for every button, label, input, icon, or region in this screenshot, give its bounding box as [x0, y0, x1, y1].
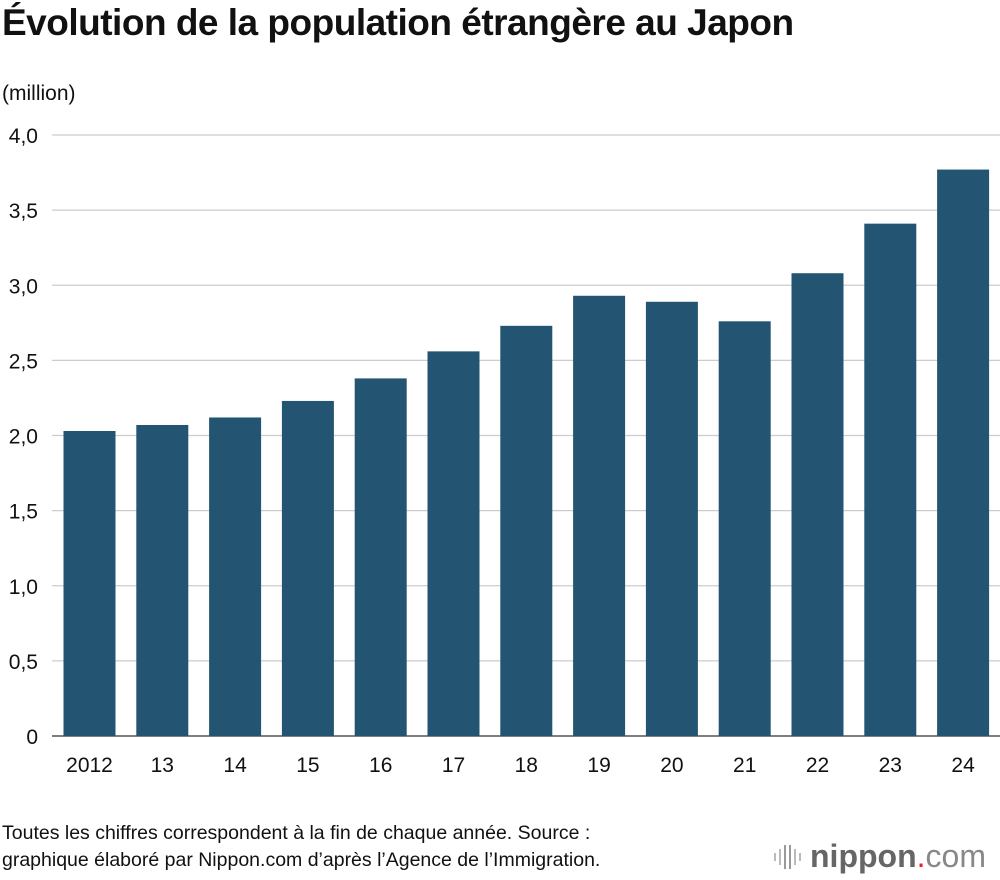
bar	[864, 223, 917, 736]
x-tick-label: 17	[442, 754, 465, 777]
chart-title: Évolution de la population étrangère au …	[2, 2, 794, 43]
y-tick-label: 2,0	[9, 426, 38, 449]
x-tick-label: 15	[296, 754, 319, 777]
y-tick-label: 3,5	[9, 200, 38, 223]
y-axis-labels: 0 0,5 1,0 1,5 2,0 2,5 3,0 3,5 4,0	[9, 125, 38, 749]
y-tick-label: 1,5	[9, 501, 38, 524]
y-tick-label: 1,0	[9, 576, 38, 599]
bar-chart: 2012 13 14 15 16 17 18 19 20 21 22 23 24 0 0,5 1,0 1,5 2…	[9, 125, 1000, 777]
bar	[937, 169, 990, 736]
bar	[791, 273, 844, 736]
x-tick-label: 19	[587, 754, 610, 777]
bars	[63, 169, 990, 736]
x-tick-label: 22	[806, 754, 829, 777]
bar	[645, 301, 698, 736]
source-note-line-1: Toutes les chiffres correspondent à la f…	[2, 822, 591, 844]
x-tick-label: 23	[879, 754, 902, 777]
bar	[427, 351, 480, 736]
nippon-logo: nippon. com	[772, 838, 986, 875]
bar	[573, 295, 626, 736]
x-axis-labels: 2012 13 14 15 16 17 18 19 20 21 22 23 24	[66, 754, 975, 777]
y-tick-label: 0,5	[9, 651, 38, 674]
bar	[136, 424, 189, 736]
x-tick-label: 14	[223, 754, 247, 777]
y-tick-label: 0	[26, 726, 38, 749]
x-tick-label: 2012	[66, 754, 113, 777]
x-tick-label: 21	[733, 754, 756, 777]
bar	[500, 325, 553, 736]
sound-wave-icon	[774, 844, 801, 869]
source-note: Toutes les chiffres correspondent à la f…	[2, 820, 600, 874]
x-tick-label: 20	[660, 754, 683, 777]
bar	[281, 400, 334, 736]
bar	[209, 417, 262, 736]
x-tick-label: 16	[369, 754, 392, 777]
x-tick-label: 13	[151, 754, 174, 777]
source-note-line-2: graphique élaboré par Nippon.com d’après…	[2, 849, 601, 871]
y-tick-label: 3,0	[9, 275, 38, 298]
bar	[354, 378, 407, 736]
bar	[63, 430, 116, 736]
x-tick-label: 18	[515, 754, 538, 777]
y-tick-label: 4,0	[9, 125, 38, 148]
y-tick-label: 2,5	[9, 350, 38, 373]
bar	[718, 321, 771, 736]
y-axis-unit-label: (million)	[2, 82, 76, 105]
x-tick-label: 24	[951, 754, 975, 777]
